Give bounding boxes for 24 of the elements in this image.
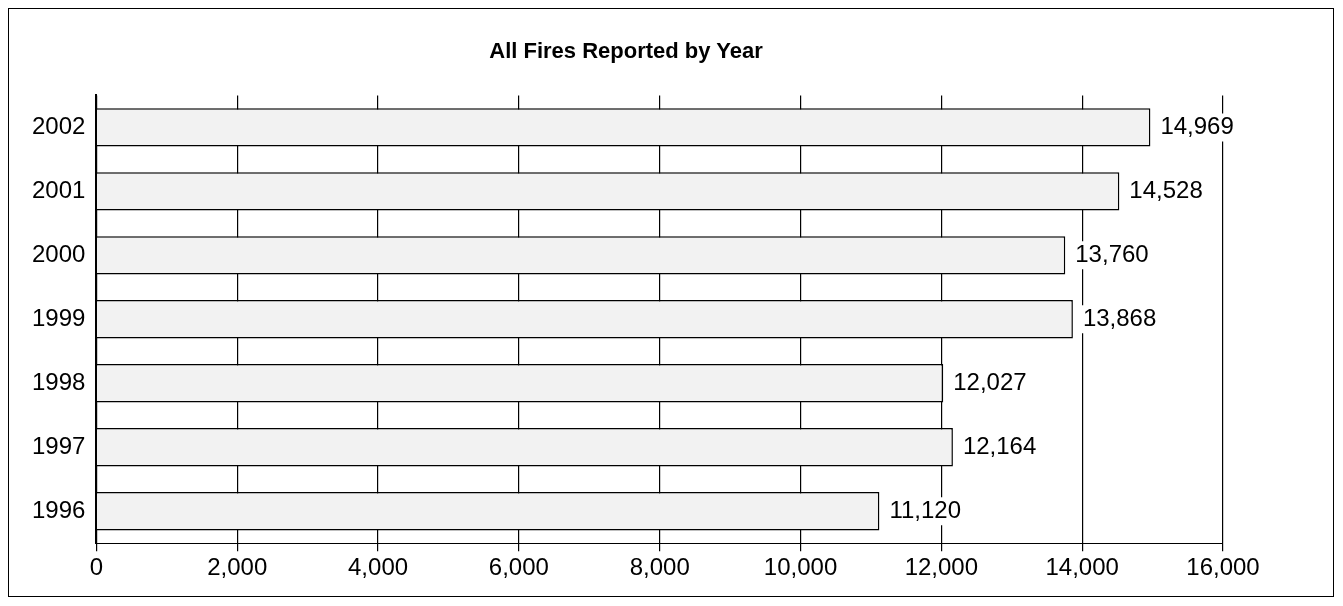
x-tick-label: 4,000 [348,553,409,581]
data-label: 11,120 [889,495,962,523]
y-tick-label: 1997 [32,431,86,459]
x-tick-label: 10,000 [763,553,838,581]
x-tick-label: 12,000 [904,553,979,581]
data-label: 14,969 [1160,112,1234,140]
y-tick-label: 1998 [32,367,86,395]
y-tick-label: 1999 [32,303,86,331]
chart-title: All Fires Reported by Year [489,38,764,64]
x-tick-label: 16,000 [1186,553,1260,581]
x-tick-label: 0 [89,553,104,581]
y-tick-label: 2001 [32,175,86,203]
y-tick-label: 1996 [32,495,86,523]
data-label: 13,868 [1082,303,1157,331]
data-label: 12,164 [962,431,1037,459]
y-tick-label: 2002 [32,112,86,140]
y-tick-label: 2000 [32,239,86,267]
x-tick-label: 8,000 [629,553,690,581]
data-label: 13,760 [1075,239,1149,267]
data-label: 14,528 [1129,175,1203,203]
x-tick-label: 14,000 [1045,553,1119,581]
x-tick-label: 2,000 [207,553,268,581]
data-label: 12,027 [953,367,1027,395]
x-tick-label: 6,000 [488,553,549,581]
